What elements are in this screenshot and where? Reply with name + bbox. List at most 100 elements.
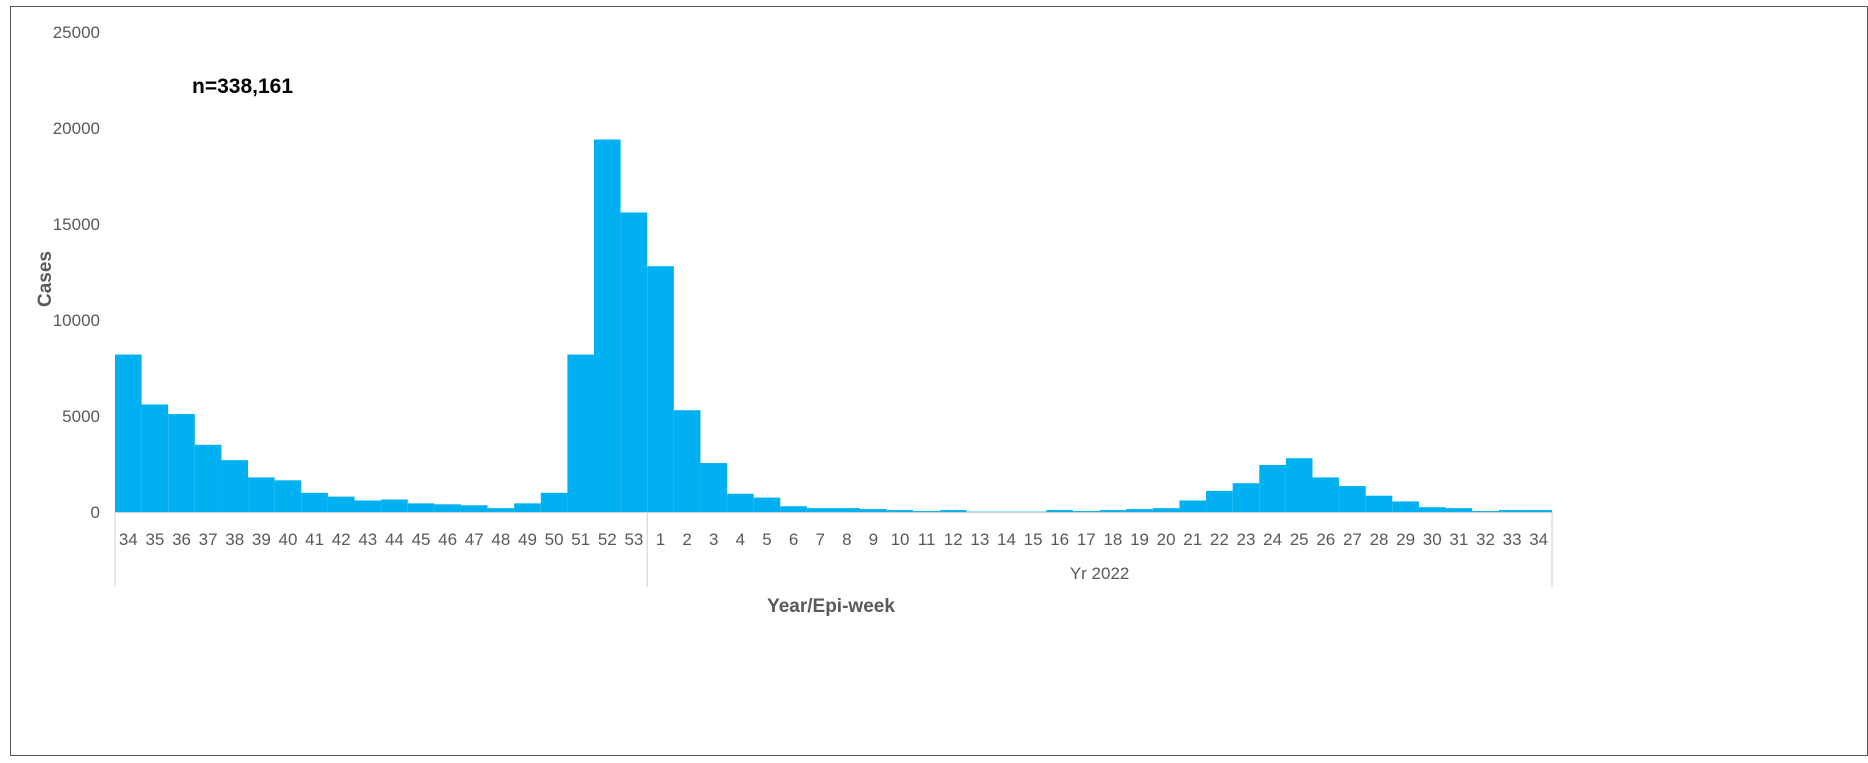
x-axis-ticks: 34 35 36 37 38 39 40 41 42 43 44 45 46 47 48 49 50 51 52 53…: [119, 530, 1548, 549]
bar: [540, 492, 568, 512]
bar: [620, 212, 648, 513]
bar: [1259, 464, 1286, 512]
bar: [487, 508, 515, 512]
bar: [1498, 510, 1526, 512]
x-tick-label: 18: [1103, 530, 1122, 549]
bar: [141, 404, 169, 512]
bar: [1418, 507, 1446, 512]
bar: [221, 460, 249, 512]
bar: [1472, 511, 1499, 512]
bar: [460, 505, 488, 512]
x-tick-label: 40: [279, 530, 298, 549]
x-tick-label: 43: [358, 530, 377, 549]
bar: [1339, 486, 1366, 512]
y-tick-label: 5000: [62, 407, 100, 426]
bar: [1152, 508, 1180, 512]
bar: [115, 354, 142, 512]
bar: [700, 463, 728, 512]
x-tick-label: 15: [1024, 530, 1043, 549]
bar: [1445, 508, 1473, 512]
bar: [727, 493, 754, 512]
y-tick-label: 10000: [53, 311, 100, 330]
bar: [753, 497, 781, 512]
sample-size-annotation: n=338,161: [192, 75, 293, 98]
y-tick-label: 20000: [53, 119, 100, 138]
x-tick-label: 14: [997, 530, 1016, 549]
x-tick-label: 5: [762, 530, 771, 549]
x-tick-label: 11: [918, 530, 936, 549]
x-tick-label: 38: [225, 530, 244, 549]
bars: [115, 139, 1552, 513]
bar: [567, 354, 594, 512]
bar: [274, 480, 302, 512]
x-tick-label: 52: [598, 530, 617, 549]
bar: [1365, 495, 1393, 512]
x-tick-label: 34: [119, 530, 138, 549]
x-tick-label: 19: [1130, 530, 1149, 549]
bar: [407, 503, 435, 512]
bar: [939, 510, 967, 512]
bar: [913, 511, 940, 512]
bar: [248, 477, 275, 512]
bar: [780, 506, 807, 512]
y-axis-ticks: 0 5000 10000 15000 20000 25000: [53, 23, 100, 522]
x-tick-label: 12: [944, 530, 963, 549]
x-tick-label: 45: [412, 530, 431, 549]
bar: [1179, 500, 1207, 512]
bar: [1126, 509, 1153, 512]
x-tick-label: 1: [656, 530, 665, 549]
x-tick-label: 51: [571, 530, 590, 549]
bar: [354, 500, 382, 512]
x-tick-label: 29: [1396, 530, 1415, 549]
x-tick-label: 28: [1370, 530, 1389, 549]
bar: [1232, 483, 1260, 512]
y-tick-label: 15000: [53, 215, 100, 234]
bar: [1073, 511, 1100, 512]
x-tick-label: 33: [1503, 530, 1522, 549]
bar: [301, 492, 328, 512]
y-axis-title: Cases: [35, 251, 56, 307]
x-tick-label: 53: [624, 530, 643, 549]
bar: [833, 508, 861, 512]
bar: [194, 444, 222, 512]
x-tick-label: 47: [465, 530, 484, 549]
bar: [1525, 510, 1552, 512]
bar: [434, 504, 461, 512]
bar: [168, 414, 195, 512]
x-tick-label: 49: [518, 530, 537, 549]
bar: [327, 496, 355, 512]
x-tick-label: 44: [385, 530, 404, 549]
x-tick-label: 35: [145, 530, 164, 549]
x-tick-label: 2: [682, 530, 691, 549]
x-tick-label: 7: [815, 530, 824, 549]
x-tick-label: 41: [305, 530, 324, 549]
bar: [381, 499, 408, 512]
bar: [806, 508, 834, 512]
x-tick-label: 39: [252, 530, 271, 549]
chart-frame: 0 5000 10000 15000 20000 25000 34 35 36 37 38 39 40…: [10, 6, 1868, 756]
x-tick-label: 4: [736, 530, 745, 549]
x-tick-label: 22: [1210, 530, 1229, 549]
x-tick-label: 27: [1343, 530, 1362, 549]
group-label: Yr 2022: [1070, 564, 1130, 583]
x-tick-label: 36: [172, 530, 191, 549]
x-tick-label: 9: [869, 530, 878, 549]
x-tick-label: 34: [1529, 530, 1548, 549]
x-tick-label: 48: [491, 530, 510, 549]
x-tick-label: 42: [332, 530, 351, 549]
x-tick-label: 32: [1476, 530, 1495, 549]
x-tick-label: 3: [709, 530, 718, 549]
x-tick-label: 16: [1050, 530, 1069, 549]
x-tick-label: 24: [1263, 530, 1282, 549]
x-tick-label: 26: [1316, 530, 1335, 549]
bar: [673, 410, 701, 512]
x-tick-label: 31: [1449, 530, 1468, 549]
bar: [1046, 510, 1073, 512]
x-tick-label: 25: [1290, 530, 1309, 549]
bar: [514, 503, 541, 512]
category-group-separators: Yr 2022: [114, 512, 1553, 587]
y-tick-label: 25000: [53, 23, 100, 42]
x-tick-label: 23: [1237, 530, 1256, 549]
bar: [1285, 458, 1313, 512]
